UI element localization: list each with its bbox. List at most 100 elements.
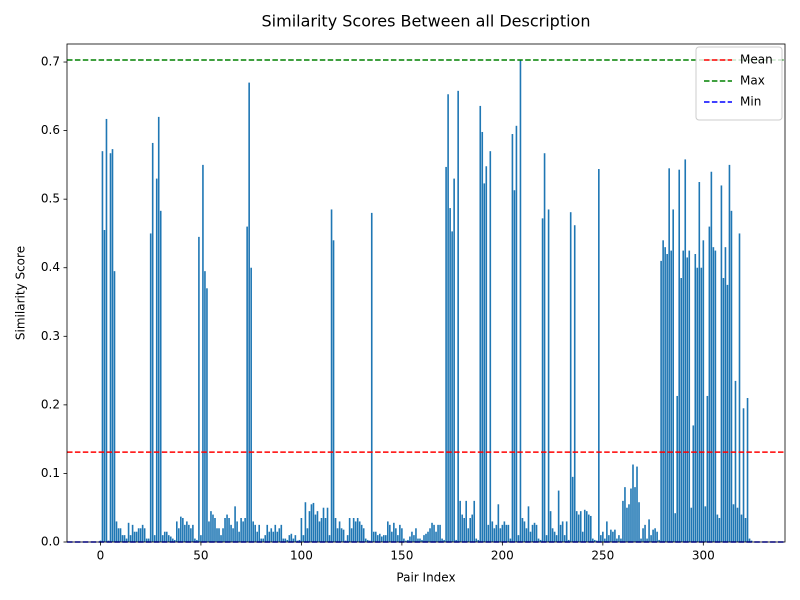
bar [479,105,482,542]
bar [732,504,735,542]
bar [228,518,230,542]
bar [626,507,628,542]
bar [264,535,267,542]
bar [692,425,695,542]
bar [513,190,516,542]
bar [165,531,168,542]
bar [698,182,701,542]
bar [505,524,508,542]
x-tick-label: 250 [591,549,614,563]
bar [447,94,449,542]
bar [290,533,293,542]
bar [666,254,668,542]
bar [734,380,737,542]
bar [642,528,644,542]
bar [467,528,470,542]
bar [198,236,200,542]
bar [740,514,743,542]
bar [616,538,618,542]
bar [109,153,112,543]
bar [702,240,705,542]
bar [288,535,291,542]
bar [266,524,269,542]
bar [115,521,118,542]
bar [419,538,421,542]
bar [583,509,586,542]
bar [196,539,198,542]
bar [350,528,353,542]
bar [135,531,138,542]
bar [117,528,120,542]
bar [545,535,548,542]
bar [240,518,242,542]
bar [137,528,140,542]
bar [728,164,731,542]
bar [676,395,679,542]
bar [427,531,429,542]
bar [332,240,335,542]
bar [173,539,176,542]
bar [594,539,596,542]
bar [724,247,727,543]
bar [399,524,401,542]
bar [278,528,281,542]
bar [537,538,540,542]
bar [376,535,379,542]
legend-label: Max [740,74,765,88]
bar [352,518,355,542]
bar [167,535,170,542]
bar [401,528,403,542]
bar [473,500,476,542]
bar [519,59,522,542]
x-tick-label: 300 [692,549,715,563]
bar [413,535,415,542]
bar [340,528,343,542]
bar [628,504,630,542]
bar [559,524,562,542]
bar [489,151,492,542]
bar [407,539,409,542]
bar [477,539,480,542]
bar [662,240,664,542]
bar [718,518,721,542]
bar [171,538,174,542]
bar [330,209,333,542]
bar [356,518,359,542]
bar [262,538,265,542]
bar [714,250,717,542]
bar [284,538,287,542]
bar [294,535,297,542]
bar [236,521,238,542]
bar [322,507,325,542]
bar [618,535,620,542]
bar [224,518,226,542]
bar [598,168,600,542]
bar [188,524,190,542]
bar [234,506,236,542]
bar [382,535,385,542]
bar [389,524,391,542]
bar [208,521,210,542]
bar [362,528,365,542]
bar [125,538,128,542]
bar [654,528,656,542]
bar [328,535,331,542]
bar [226,514,228,542]
bar [636,466,638,542]
bar [378,533,381,542]
bar [358,521,361,542]
bar [634,487,636,542]
bar [624,487,626,542]
bar [457,90,459,543]
bar [463,518,465,542]
bar [435,531,437,542]
bar [370,212,373,542]
bar [326,507,329,542]
bar [270,528,273,542]
bar [151,142,154,542]
bar [708,226,711,542]
bar [668,168,670,542]
bar [123,535,126,542]
bar [722,278,725,542]
bar [449,208,451,542]
